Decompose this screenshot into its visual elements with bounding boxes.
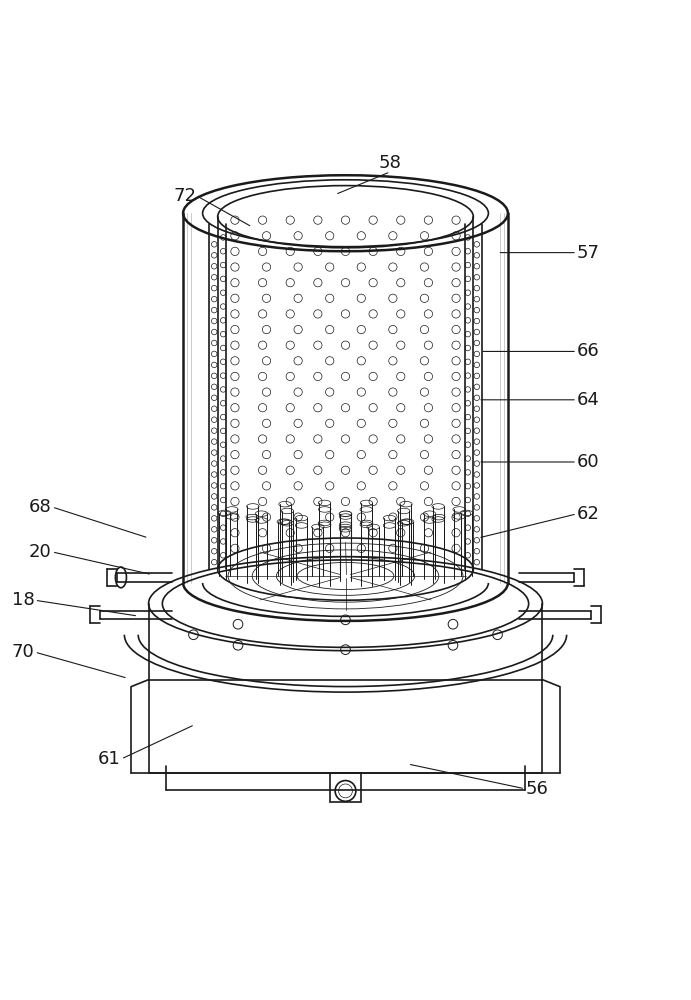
Text: 62: 62: [577, 505, 600, 523]
Text: 57: 57: [577, 244, 600, 262]
Bar: [330, 773, 361, 802]
Text: 72: 72: [174, 187, 197, 205]
Text: 70: 70: [12, 643, 35, 661]
Text: 20: 20: [29, 543, 52, 561]
Text: 18: 18: [12, 591, 35, 609]
Text: 61: 61: [98, 750, 121, 768]
Text: 68: 68: [29, 498, 52, 516]
Text: 58: 58: [379, 154, 402, 172]
Text: 60: 60: [577, 453, 600, 471]
Text: 66: 66: [577, 342, 600, 360]
Text: 56: 56: [525, 780, 548, 798]
Text: 64: 64: [577, 391, 600, 409]
